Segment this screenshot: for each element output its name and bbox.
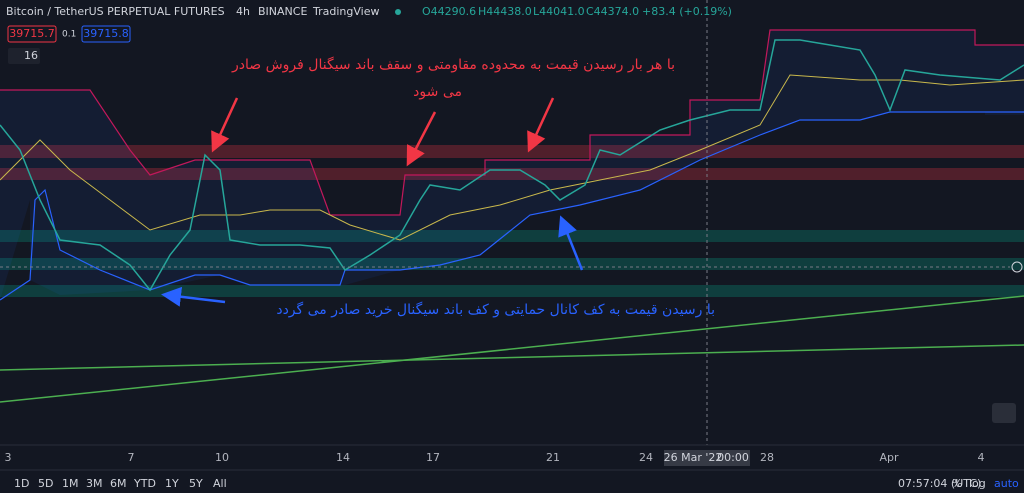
- high: H44438.0: [478, 5, 532, 18]
- header: Bitcoin / TetherUS PERPETUAL FUTURES 4h …: [6, 5, 732, 18]
- buy-price: 39715.8: [83, 27, 129, 40]
- x-tick-label: 28: [760, 451, 774, 464]
- range-button[interactable]: 5D: [38, 477, 53, 490]
- scroll-button[interactable]: [992, 403, 1016, 423]
- x-tick-label: 7: [128, 451, 135, 464]
- x-tick-label: 4: [978, 451, 985, 464]
- clock: 07:57:04 (UTC): [898, 477, 981, 490]
- log-toggle[interactable]: log: [969, 477, 986, 490]
- interval: 4h: [236, 5, 250, 18]
- zones: [0, 145, 1024, 297]
- low: L44041.0: [533, 5, 585, 18]
- trend-line: [0, 295, 1024, 403]
- range-button[interactable]: 1Y: [165, 477, 179, 490]
- percent-toggle[interactable]: %: [952, 477, 962, 490]
- symbol: Bitcoin / TetherUS PERPETUAL FUTURES: [6, 5, 225, 18]
- open: O44290.6: [422, 5, 476, 18]
- sell-arrow: [406, 111, 437, 167]
- indicators-toggle[interactable]: [8, 48, 40, 64]
- support-zone: [0, 230, 1024, 242]
- range-button[interactable]: 1D: [14, 477, 29, 490]
- range-button[interactable]: 6M: [110, 477, 127, 490]
- x-tick-label: 3: [5, 451, 12, 464]
- resistance-zone: [0, 168, 1024, 180]
- cursor-time: 00:00: [717, 451, 749, 464]
- sell-annotation: می شود: [413, 84, 462, 100]
- sell-arrow: [527, 97, 555, 153]
- close: C44374.0: [586, 5, 639, 18]
- cursor-label-bg: [664, 450, 750, 466]
- x-tick-label: 14: [336, 451, 350, 464]
- lower-band: [0, 111, 1024, 301]
- sell-price: 39715.7: [9, 27, 55, 40]
- x-tick-label: 17: [426, 451, 440, 464]
- range-button[interactable]: 5Y: [189, 477, 203, 490]
- x-tick-label: 21: [546, 451, 560, 464]
- range-bar: 1D 5D 1M 3M 6M YTD 1Y 5Y All: [14, 477, 227, 490]
- range-button[interactable]: 3M: [86, 477, 103, 490]
- x-tick-label: Apr: [879, 451, 899, 464]
- arrows: [161, 97, 584, 307]
- support-zone: [0, 285, 1024, 297]
- source: TradingView: [312, 5, 379, 18]
- x-tick-label: 10: [215, 451, 229, 464]
- x-tick-label: 24: [639, 451, 653, 464]
- buy-arrow: [161, 286, 226, 307]
- buy-button[interactable]: [81, 25, 131, 43]
- trend-line: [0, 344, 1024, 371]
- sell-annotation: با هر بار رسیدن قیمت به محدوده مقاومتی و…: [231, 56, 675, 73]
- mid-line: [0, 74, 1024, 241]
- buy-annotation: با رسیدن قیمت به کف کانال حمایتی و کف با…: [276, 301, 715, 318]
- buy-arrow: [558, 215, 584, 271]
- add-button[interactable]: [1011, 261, 1023, 273]
- range-button[interactable]: YTD: [133, 477, 156, 490]
- cursor-date: 26 Mar '22: [664, 451, 723, 464]
- upper-band: [0, 29, 1024, 216]
- sell-arrow: [211, 97, 239, 153]
- sell-button[interactable]: [7, 25, 57, 43]
- indicator-count: 16: [24, 49, 38, 62]
- change: +83.4 (+0.19%): [642, 5, 732, 18]
- x-axis: 26 Mar '22 00:00 3 7 10 14 17 21 24 28 Apr 4: [5, 450, 985, 466]
- spread: 0.1: [62, 30, 76, 40]
- channel-fill: [0, 30, 1024, 300]
- status-dot: [395, 9, 401, 15]
- price-line: [0, 39, 1024, 292]
- auto-toggle[interactable]: auto: [994, 477, 1019, 490]
- exchange: BINANCE: [258, 5, 307, 18]
- range-button[interactable]: 1M: [62, 477, 79, 490]
- resistance-zone: [0, 145, 1024, 158]
- range-button[interactable]: All: [213, 477, 227, 490]
